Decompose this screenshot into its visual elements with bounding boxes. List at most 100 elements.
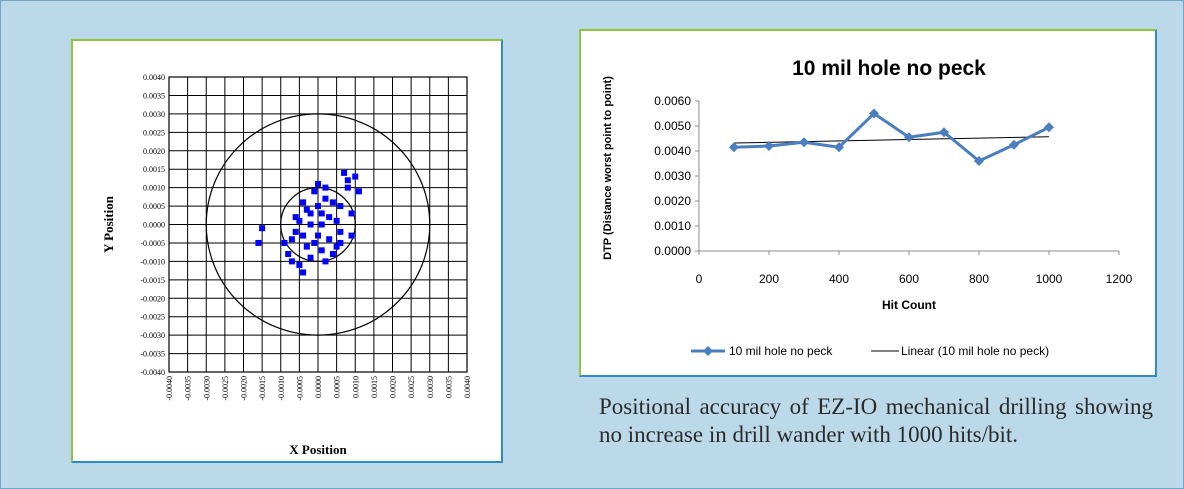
scatter-point <box>337 239 344 246</box>
scatter-points <box>255 169 362 276</box>
scatter-point <box>326 236 333 243</box>
x-tick-label: 0.0005 <box>333 376 342 398</box>
scatter-point <box>352 173 359 180</box>
scatter-point <box>307 221 314 228</box>
x-tick-label: 1200 <box>1106 272 1133 286</box>
scatter-point <box>292 228 299 235</box>
series-marker <box>869 108 879 119</box>
scatter-point <box>329 199 336 206</box>
scatter-point <box>348 232 355 239</box>
chart-title: 10 mil hole no peck <box>792 57 986 80</box>
scatter-point <box>311 188 318 195</box>
scatter-point <box>300 269 307 276</box>
y-tick-label: 0.0000 <box>654 244 691 258</box>
y-tick-label: 0.0020 <box>143 147 165 156</box>
series-marker <box>799 137 809 148</box>
x-tick-label: 1000 <box>1036 272 1063 286</box>
scatter-point <box>341 169 348 176</box>
scatter-point <box>288 258 295 265</box>
x-tick-label: -0.0015 <box>258 376 267 401</box>
x-tick-label: 0.0035 <box>444 376 453 398</box>
line-chart-frame: 10 mil hole no peck 0.0000 0.0010 0.0020 0.0… <box>579 29 1157 377</box>
y-tick-label: -0.0015 <box>140 276 165 285</box>
series-marker <box>834 142 844 153</box>
y-tick-label: 0.0025 <box>143 128 165 137</box>
scatter-point <box>300 232 307 239</box>
x-tick-label: -0.0025 <box>221 376 230 401</box>
scatter-point <box>311 239 318 246</box>
scatter-point <box>288 236 295 243</box>
scatter-point <box>318 221 325 228</box>
series-marker <box>1009 139 1019 150</box>
scatter-point <box>315 232 321 239</box>
y-tick-label: 0.0030 <box>654 169 691 183</box>
y-tick-label: 0.0005 <box>143 202 165 211</box>
scatter-point <box>337 203 344 210</box>
figure-caption: Positional accuracy of EZ-IO mechanical … <box>599 394 1153 447</box>
y-tick-label: -0.0040 <box>140 368 165 377</box>
x-tick-label: 0.0025 <box>407 376 416 398</box>
scatter-point <box>333 243 340 250</box>
scatter-point <box>318 247 325 254</box>
x-axis-label: X Position <box>289 442 347 457</box>
scatter-grid <box>168 76 468 373</box>
y-tick-label: 0.0010 <box>143 184 165 193</box>
legend-series-marker <box>703 346 713 356</box>
y-tick-label: 0.0015 <box>143 165 165 174</box>
y-tick-label: 0.0050 <box>654 119 691 133</box>
scatter-point <box>285 251 292 257</box>
scatter-point <box>355 188 362 195</box>
scatter-point <box>303 206 310 213</box>
scatter-point <box>322 184 329 191</box>
y-tick-label: 0.0010 <box>654 219 691 233</box>
scatter-point <box>303 243 310 250</box>
y-tick-label: 0.0030 <box>143 110 165 119</box>
legend-trend-label: Linear (10 mil hole no peck) <box>901 344 1049 358</box>
scatter-point <box>329 251 336 257</box>
tolerance-circle <box>205 113 431 336</box>
y-tick-label: -0.0005 <box>140 239 165 248</box>
plot-area-border <box>168 76 468 373</box>
x-tick-label: 0.0030 <box>426 376 435 398</box>
y-tick-label: -0.0010 <box>140 257 165 266</box>
y-axis-label: DTP (Distance worst point to point) <box>602 76 614 260</box>
y-tick-label: -0.0025 <box>140 313 165 322</box>
x-tick-label: 0.0015 <box>370 376 379 398</box>
series-marker <box>764 141 774 151</box>
series-line <box>733 111 1050 163</box>
y-tick-label: -0.0020 <box>140 294 165 303</box>
x-tick-label: 0.0000 <box>314 376 323 398</box>
scatter-point <box>315 203 321 210</box>
x-tick-label: -0.0020 <box>240 376 249 401</box>
y-tick-label: 0.0020 <box>654 194 691 208</box>
x-axis-label: Hit Count <box>882 298 936 312</box>
x-tick-label: -0.0040 <box>165 376 174 401</box>
x-tick-label: 0.0040 <box>463 376 472 398</box>
series-marker <box>729 142 739 153</box>
scatter-point <box>318 210 325 217</box>
series-marker <box>974 156 984 166</box>
scatter-point <box>322 258 329 265</box>
series-marker <box>904 132 914 143</box>
scatter-point <box>292 214 299 221</box>
series-marker <box>1044 122 1054 133</box>
y-tick-label: 0.0035 <box>143 91 165 100</box>
x-tick-label: 0.0020 <box>389 376 398 398</box>
scatter-point <box>281 239 288 246</box>
x-tick-label: -0.0005 <box>295 376 304 401</box>
scatter-point <box>326 214 333 221</box>
y-tick-label: 0.0040 <box>654 144 691 158</box>
scatter-point <box>344 177 351 184</box>
scatter-point <box>337 228 344 235</box>
y-tick-label: 0.0040 <box>143 73 165 82</box>
x-tick-label: 600 <box>899 272 919 286</box>
scatter-point <box>344 184 351 191</box>
scatter-point <box>255 239 262 246</box>
y-tick-label: 0.0000 <box>143 221 165 230</box>
series-marker <box>939 127 949 138</box>
y-tick-label: -0.0030 <box>140 331 165 340</box>
scatter-point <box>348 210 355 217</box>
trendline <box>733 136 1050 144</box>
y-axis-label: Y Position <box>101 195 116 253</box>
